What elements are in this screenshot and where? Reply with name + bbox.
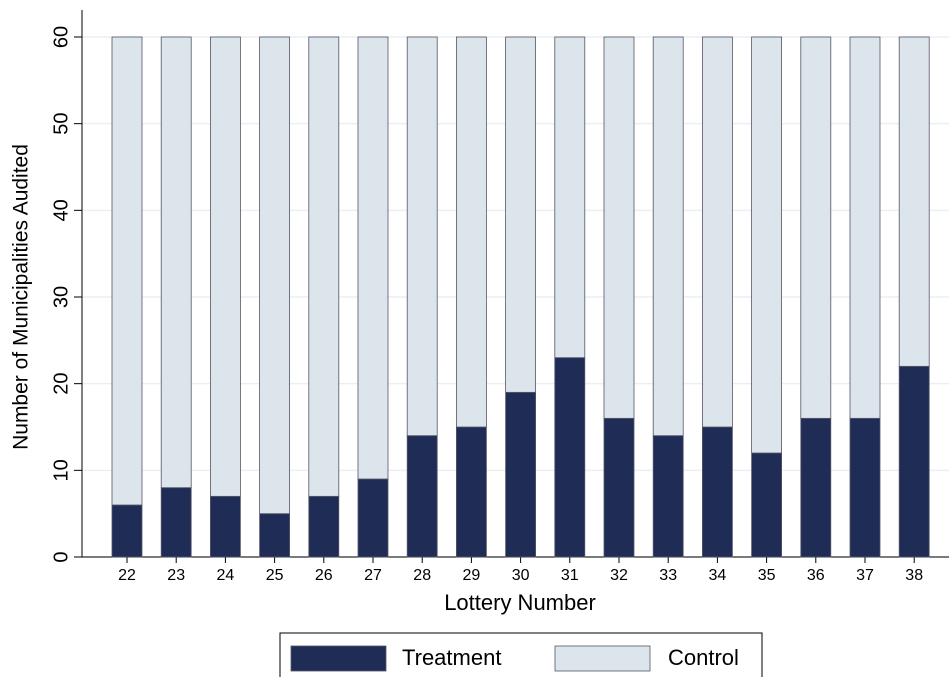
bar-segment xyxy=(554,357,586,558)
bar-segment xyxy=(455,426,487,558)
bar-segment xyxy=(652,36,684,437)
bar-segment xyxy=(455,36,487,428)
bar-segment xyxy=(751,36,782,454)
y-tick-label: 40 xyxy=(50,199,72,221)
bar-segment xyxy=(259,36,291,515)
x-tick-label: 35 xyxy=(758,567,776,584)
legend-label: Control xyxy=(668,645,739,670)
y-tick-label: 60 xyxy=(50,26,72,48)
bar-segment xyxy=(357,478,389,558)
bar-segment xyxy=(652,435,684,558)
x-tick-label: 22 xyxy=(118,567,136,584)
y-tick-label: 30 xyxy=(50,286,72,308)
bar-segment xyxy=(603,417,635,558)
x-tick-label: 28 xyxy=(413,567,431,584)
x-tick-label: 31 xyxy=(561,567,579,584)
bar-segment xyxy=(702,36,733,428)
x-tick-label: 24 xyxy=(217,567,235,584)
bar-segment xyxy=(406,435,438,558)
x-tick-label: 26 xyxy=(315,567,333,584)
legend-box xyxy=(279,632,763,677)
x-tick-label: 34 xyxy=(709,567,727,584)
bar-segment xyxy=(259,513,291,558)
bar-segment xyxy=(751,452,782,558)
x-tick-label: 32 xyxy=(610,567,628,584)
x-axis-title: Lottery Number xyxy=(444,590,596,615)
bar-segment xyxy=(800,36,832,419)
legend-swatch xyxy=(554,645,651,672)
bar-segment xyxy=(160,36,192,489)
bar-segment xyxy=(209,36,241,497)
x-tick-label: 38 xyxy=(905,567,923,584)
bar-segment xyxy=(160,487,192,558)
bar-segment xyxy=(308,495,340,558)
bar-segment xyxy=(505,36,537,393)
bar-segment xyxy=(554,36,586,359)
x-tick-label: 37 xyxy=(856,567,874,584)
bar-segment xyxy=(898,365,930,558)
y-tick-label: 50 xyxy=(50,113,72,135)
x-tick-label: 33 xyxy=(659,567,677,584)
y-tick-label: 0 xyxy=(50,551,72,562)
bar-segment xyxy=(209,495,241,558)
bar-segment xyxy=(111,504,143,558)
bar-segment xyxy=(111,36,143,506)
bar-segment xyxy=(898,36,930,367)
bar-segment xyxy=(406,36,438,437)
bar-segment xyxy=(308,36,340,497)
bar-segment xyxy=(357,36,389,480)
bar-segment xyxy=(849,417,881,558)
bar-segment xyxy=(603,36,635,419)
y-tick-label: 20 xyxy=(50,373,72,395)
bar-segment xyxy=(702,426,733,558)
x-tick-label: 25 xyxy=(266,567,284,584)
bar-segment xyxy=(505,391,537,558)
x-tick-label: 23 xyxy=(167,567,185,584)
x-tick-label: 29 xyxy=(463,567,481,584)
x-tick-label: 27 xyxy=(364,567,382,584)
y-axis-title: Number of Municipalities Audited xyxy=(10,144,33,450)
x-tick-label: 36 xyxy=(807,567,825,584)
y-tick-label: 10 xyxy=(50,459,72,481)
legend-swatch xyxy=(290,645,387,672)
bar-segment xyxy=(800,417,832,558)
x-tick-label: 30 xyxy=(512,567,530,584)
legend-label: Treatment xyxy=(402,645,501,670)
bar-segment xyxy=(849,36,881,419)
